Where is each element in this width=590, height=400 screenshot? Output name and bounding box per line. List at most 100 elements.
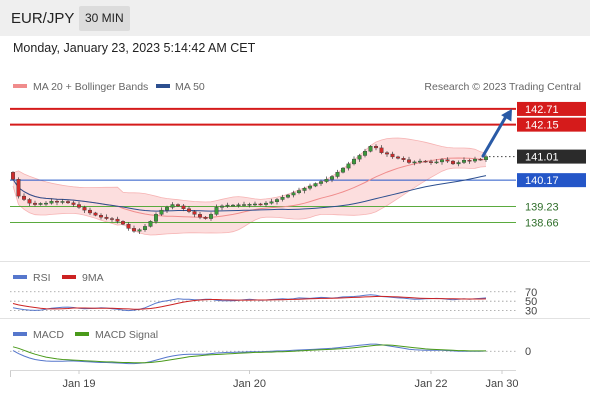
candle-body [478, 158, 483, 161]
candle-body [264, 202, 269, 205]
legend-macd-label: MACD [33, 329, 64, 341]
bollinger-lower-line [12, 166, 487, 236]
candle-body [440, 159, 445, 163]
timeframe-tab[interactable]: 30 MIN [79, 6, 130, 31]
legend-swatch-rsi-ma [62, 275, 76, 279]
candle-body [104, 216, 109, 219]
x-tick-label: Jan 19 [62, 378, 95, 390]
candle-body [236, 204, 241, 207]
candle-body [186, 208, 191, 212]
candle-body [44, 202, 49, 205]
arrow-head [501, 108, 512, 122]
x-tick-label: Jan 30 [485, 378, 518, 390]
guide-label: 50 [525, 296, 537, 308]
candle-body [98, 214, 103, 218]
candle-body [275, 199, 280, 202]
candle-body [219, 205, 224, 208]
candle-body [153, 214, 158, 222]
candle-body [10, 172, 15, 180]
legend-swatch-macd-signal [75, 332, 89, 336]
candle-body [197, 214, 202, 218]
candle-body [269, 201, 274, 204]
candle-body [49, 200, 54, 204]
guide-label: 30 [525, 306, 537, 318]
candle-body [462, 160, 467, 163]
candle-body [423, 160, 428, 163]
candle-body [445, 159, 450, 162]
price-labels: 142.71 142.15 140.17 139.23 138.66 141.01 [517, 101, 586, 229]
bollinger-upper-line [12, 137, 487, 203]
candle-body [401, 158, 406, 160]
symbol-label: EUR/JPY [11, 10, 75, 27]
candle-body [451, 160, 456, 165]
candle-body [131, 228, 136, 232]
legend-ma20-label: MA 20 + Bollinger Bands [33, 81, 148, 93]
candle-body [120, 221, 125, 225]
candle-body [302, 188, 307, 191]
candle-body [341, 167, 346, 173]
price-tag-resistance [517, 101, 586, 116]
candle-body [33, 202, 38, 205]
macd-panel: 0 [10, 343, 531, 365]
candle-body [225, 204, 230, 207]
price-label-support: 139.23 [525, 201, 559, 213]
candle-body [467, 160, 472, 162]
legend-macd-signal-label: MACD Signal [95, 329, 158, 341]
candle-body [208, 214, 213, 219]
candle-body [330, 176, 335, 180]
candle-body [357, 155, 362, 160]
candle-body [368, 146, 373, 152]
candle-body [363, 151, 368, 156]
datetime-label: Monday, January 23, 2023 5:14:42 AM CET [13, 41, 256, 55]
legend-rsi-ma-label: 9MA [82, 272, 104, 284]
legend-swatch-ma50 [156, 84, 170, 88]
candle-body [230, 204, 235, 207]
candle-body [82, 207, 87, 211]
candle-body [159, 209, 164, 215]
candle-body [22, 195, 27, 200]
candle-body [65, 201, 70, 204]
candle-body [109, 218, 114, 220]
candle-body [252, 203, 257, 206]
candle-body [308, 185, 313, 189]
candle-body [352, 158, 357, 165]
candle-body [93, 212, 98, 216]
candlesticks [10, 144, 489, 234]
price-label-resistance: 142.15 [525, 120, 559, 132]
candle-body [87, 209, 92, 214]
series-line-macd_signal [12, 344, 486, 364]
bollinger-band [12, 137, 487, 236]
candle-body [385, 152, 390, 155]
candle-body [324, 179, 329, 182]
candle-body [434, 161, 439, 164]
price-tag-resistance [517, 117, 586, 132]
last-price-label: 141.01 [525, 152, 559, 164]
candle-body [203, 216, 208, 219]
candle-body [418, 160, 423, 163]
guide-label: 0 [525, 346, 531, 358]
candle-body [126, 223, 131, 229]
candle-body [374, 146, 379, 149]
candle-body [247, 204, 252, 206]
candle-body [164, 207, 169, 211]
candle-body [137, 229, 142, 232]
candle-body [291, 192, 296, 196]
candle-body [192, 211, 197, 215]
candle-body [379, 147, 384, 153]
candle-body [412, 161, 417, 164]
ma50-line [12, 175, 487, 212]
legend-ma50-label: MA 50 [175, 81, 205, 93]
candle-body [335, 172, 340, 177]
candle-body [280, 197, 285, 200]
moving-averages [12, 157, 487, 219]
candle-body [115, 218, 120, 222]
bollinger-band-area [13, 138, 486, 235]
price-label-pivot: 140.17 [525, 175, 559, 187]
legend-swatch-ma20 [13, 84, 27, 88]
legend-swatch-macd [13, 332, 27, 336]
candle-body [55, 200, 60, 203]
guide-label: 70 [525, 287, 537, 299]
last-price-tag [517, 149, 586, 164]
candle-body [148, 221, 153, 227]
